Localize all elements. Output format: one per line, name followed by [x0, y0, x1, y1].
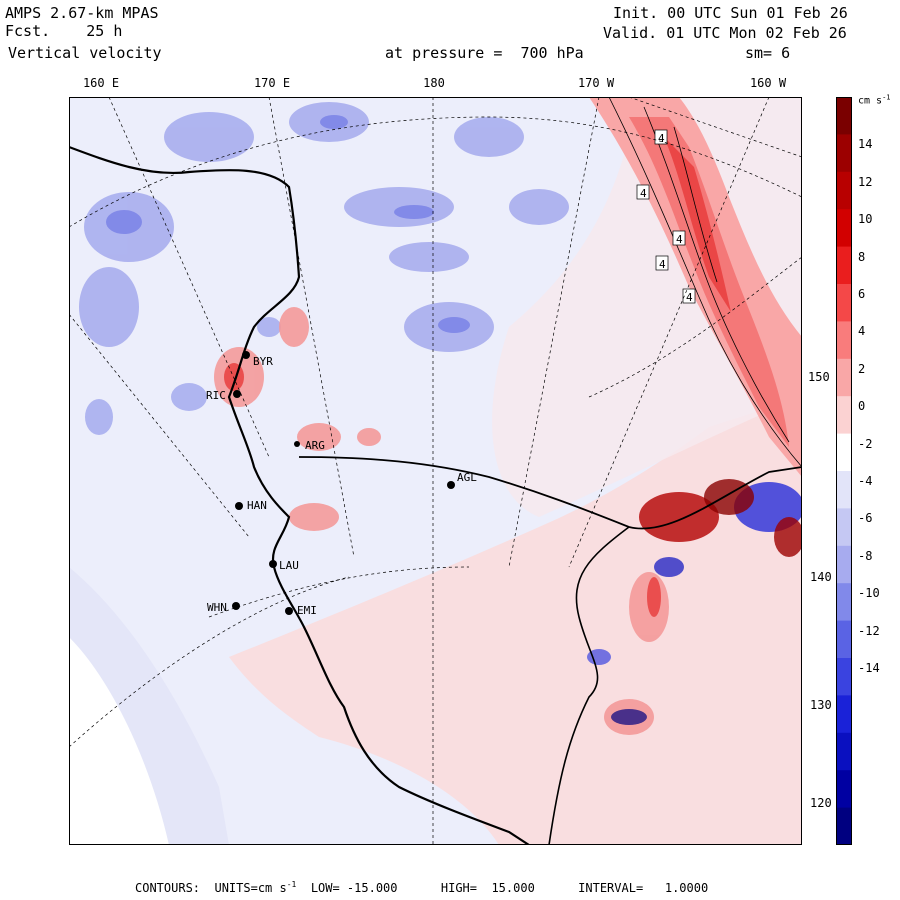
ascent-band-core — [664, 137, 731, 312]
footer-interval: INTERVAL= 1.0000 — [578, 881, 709, 895]
station-label-agl: AGL — [457, 471, 477, 484]
smoothing-label: sm= 6 — [745, 44, 791, 62]
graticule — [69, 97, 802, 845]
coastline — [69, 145, 530, 845]
contour-line — [643, 106, 790, 443]
station-label-lau: LAU — [279, 559, 299, 572]
contour-label: 4 — [640, 187, 647, 200]
coastline-east — [548, 526, 630, 845]
field-name: Vertical velocity — [8, 44, 162, 62]
colorbar-swatch — [836, 770, 852, 809]
colorbar-tick-label: -2 — [858, 436, 873, 451]
ice-shelf-area — [69, 637, 169, 845]
colorbar-tick-label: -10 — [858, 586, 880, 601]
station-marker — [294, 441, 300, 447]
station-marker — [232, 602, 240, 610]
lon-label-180: 180 — [423, 76, 445, 90]
colorbar-swatch — [836, 97, 852, 135]
colorbar-frame — [836, 97, 852, 845]
colorbar-swatch — [836, 807, 852, 845]
lon-label-170w: 170 W — [577, 76, 615, 90]
colorbar — [836, 97, 852, 845]
stations: BYR RIC ARG AGL HAN LAU WHN EMI — [206, 351, 477, 617]
footer-contours: CONTOURS: UNITS=cm s — [135, 881, 287, 895]
footer-info: CONTOURS: UNITS=cm s-1 LOW= -15.000 HIGH… — [135, 880, 708, 895]
station-marker — [285, 607, 293, 615]
footer-high: HIGH= 15.000 — [440, 881, 535, 895]
colorbar-tick-label: 2 — [858, 361, 866, 376]
contour-label: 4 — [659, 258, 666, 271]
station-marker — [447, 481, 455, 489]
footer-low: LOW= -15.000 — [310, 881, 398, 895]
station-marker — [242, 351, 250, 359]
colorbar-tick-label: -12 — [858, 623, 880, 638]
contour-label-group: 4 4 4 4 4 — [636, 129, 696, 304]
contour-label: 4 — [676, 233, 683, 246]
lon-label-160w: 160 W — [749, 76, 787, 90]
lon-label-170e: 170 E — [253, 76, 291, 90]
station-label-han: HAN — [247, 499, 267, 512]
colorbar-tick-label: 0 — [858, 399, 866, 414]
colorbar-swatch — [836, 246, 852, 285]
valid-time: Valid. 01 UTC Mon 02 Feb 26 — [603, 24, 847, 42]
colorbar-units: cm s-1 — [858, 93, 891, 107]
coastal-low-area — [69, 567, 229, 845]
contour-label: 4 — [658, 132, 665, 145]
ascent-band-inner — [629, 117, 789, 447]
colorbar-tick-label: -4 — [858, 474, 873, 488]
colorbar-swatch — [836, 396, 852, 435]
contour-line — [673, 126, 718, 283]
contour-line — [608, 97, 802, 468]
forecast-hour: Fcst. 25 h — [5, 22, 123, 40]
colorbar-swatch — [836, 732, 852, 771]
ice-shelf-edge — [298, 456, 802, 530]
station-label-emi: EMI — [297, 604, 317, 617]
colorbar-swatch — [836, 321, 852, 360]
colorbar-swatch — [836, 658, 852, 696]
colorbar-swatch — [836, 620, 852, 659]
station-marker — [235, 502, 243, 510]
lon-label-160e: 160 E — [82, 76, 120, 90]
colorbar-tick-label: 12 — [858, 174, 873, 189]
intense-convection-region — [587, 479, 802, 725]
colorbar-swatch — [836, 433, 852, 472]
colorbar-tick-label: -6 — [858, 511, 873, 526]
colorbar-swatch — [836, 471, 852, 509]
colorbar-swatch — [836, 358, 852, 397]
colorbar-swatch — [836, 171, 852, 210]
map-frame — [69, 97, 802, 845]
colorbar-swatch — [836, 134, 852, 173]
station-marker — [269, 560, 277, 568]
colorbar-swatch — [836, 284, 852, 322]
colorbar-swatch — [836, 695, 852, 734]
contour-label: 4 — [686, 291, 693, 304]
pressure-level: at pressure = 700 hPa — [385, 44, 584, 62]
station-label-ric: RIC — [206, 389, 226, 402]
colorbar-tick-label: 8 — [858, 249, 866, 264]
colorbar-tick-label: 10 — [858, 212, 873, 227]
colorbar-swatch — [836, 583, 852, 622]
colorbar-swatch — [836, 209, 852, 248]
station-label-byr: BYR — [253, 355, 273, 368]
colorbar-swatch — [836, 545, 852, 584]
model-title: AMPS 2.67-km MPAS — [5, 4, 159, 22]
station-label-arg: ARG — [305, 439, 325, 452]
vertical-velocity-map: 4 4 4 4 4 — [69, 97, 802, 845]
colorbar-tick-label: -14 — [858, 661, 880, 675]
station-label-whn: WHN — [207, 601, 227, 614]
colorbar-swatch — [836, 508, 852, 547]
station-marker — [233, 390, 241, 398]
descent-cores — [106, 115, 470, 333]
colorbar-tick-label: -8 — [858, 548, 873, 563]
colorbar-tick-label: 6 — [858, 287, 866, 301]
footer-units-exp: -1 — [286, 880, 297, 889]
colorbar-tick-label: 14 — [858, 137, 873, 152]
init-time: Init. 00 UTC Sun 01 Feb 26 — [613, 4, 848, 22]
colorbar-tick-label: 4 — [858, 324, 866, 339]
